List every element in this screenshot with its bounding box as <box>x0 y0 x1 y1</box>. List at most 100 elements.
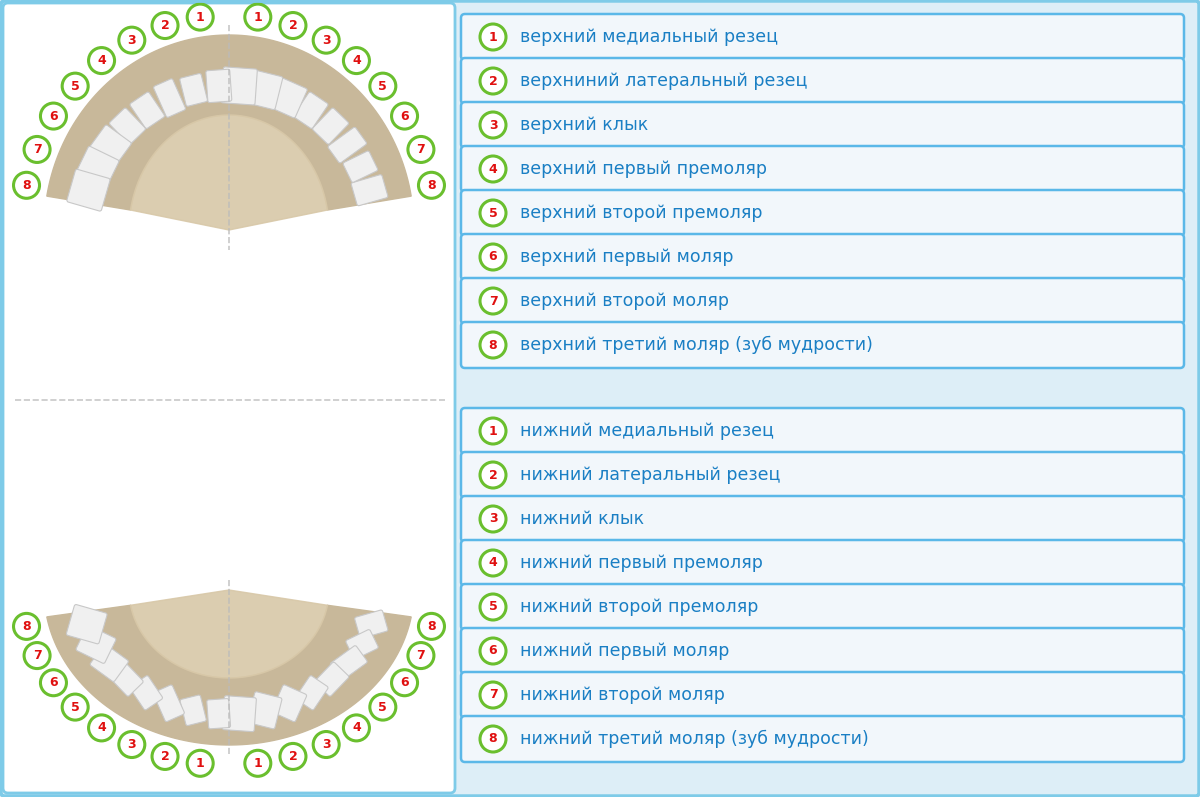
Circle shape <box>480 24 506 50</box>
Text: 4: 4 <box>488 163 497 175</box>
Text: 3: 3 <box>127 33 136 47</box>
FancyBboxPatch shape <box>461 672 1184 718</box>
Text: 2: 2 <box>488 74 497 88</box>
FancyBboxPatch shape <box>461 278 1184 324</box>
FancyBboxPatch shape <box>154 685 185 721</box>
Text: 7: 7 <box>488 689 497 701</box>
Text: 5: 5 <box>378 701 388 713</box>
Circle shape <box>13 172 40 198</box>
Text: 1: 1 <box>253 757 262 770</box>
FancyBboxPatch shape <box>343 151 378 183</box>
Circle shape <box>370 694 396 720</box>
FancyBboxPatch shape <box>355 610 388 638</box>
Circle shape <box>391 103 418 129</box>
FancyBboxPatch shape <box>461 190 1184 236</box>
FancyBboxPatch shape <box>270 78 307 118</box>
FancyBboxPatch shape <box>461 716 1184 762</box>
Polygon shape <box>131 115 328 230</box>
Polygon shape <box>47 605 412 745</box>
Circle shape <box>152 744 178 769</box>
Text: нижний латеральный резец: нижний латеральный резец <box>520 466 780 484</box>
Circle shape <box>13 614 40 639</box>
Text: 7: 7 <box>488 295 497 308</box>
FancyBboxPatch shape <box>77 147 119 187</box>
Text: нижний первый премоляр: нижний первый премоляр <box>520 554 763 572</box>
Text: 4: 4 <box>352 721 361 734</box>
Circle shape <box>408 136 434 163</box>
Text: 4: 4 <box>97 54 106 67</box>
Circle shape <box>62 73 88 99</box>
Circle shape <box>245 750 271 776</box>
Polygon shape <box>47 35 412 210</box>
FancyBboxPatch shape <box>90 125 131 165</box>
FancyBboxPatch shape <box>461 452 1184 498</box>
FancyBboxPatch shape <box>154 79 186 117</box>
Text: 4: 4 <box>488 556 497 570</box>
FancyBboxPatch shape <box>180 73 208 106</box>
FancyBboxPatch shape <box>206 69 232 103</box>
FancyBboxPatch shape <box>66 605 107 644</box>
Circle shape <box>419 614 444 639</box>
Text: 6: 6 <box>401 676 409 689</box>
Circle shape <box>480 638 506 664</box>
Text: 3: 3 <box>322 738 330 751</box>
Text: нижний третий моляр (зуб мудрости): нижний третий моляр (зуб мудрости) <box>520 730 869 748</box>
Circle shape <box>24 642 50 669</box>
Circle shape <box>480 506 506 532</box>
Text: 6: 6 <box>488 250 497 264</box>
Circle shape <box>480 418 506 444</box>
FancyBboxPatch shape <box>312 108 348 144</box>
Circle shape <box>370 73 396 99</box>
FancyBboxPatch shape <box>461 628 1184 674</box>
FancyBboxPatch shape <box>461 584 1184 630</box>
Text: нижний второй премоляр: нижний второй премоляр <box>520 598 758 616</box>
FancyBboxPatch shape <box>90 644 128 681</box>
Circle shape <box>187 4 214 30</box>
Text: нижний второй моляр: нижний второй моляр <box>520 686 725 704</box>
Text: 6: 6 <box>488 645 497 658</box>
Text: верхний второй премоляр: верхний второй премоляр <box>520 204 762 222</box>
FancyBboxPatch shape <box>328 128 366 163</box>
Circle shape <box>419 172 444 198</box>
FancyBboxPatch shape <box>461 540 1184 586</box>
Text: 8: 8 <box>23 620 31 633</box>
FancyBboxPatch shape <box>461 234 1184 280</box>
FancyBboxPatch shape <box>271 685 307 722</box>
Text: верхний клык: верхний клык <box>520 116 648 134</box>
Text: 1: 1 <box>253 10 262 24</box>
FancyBboxPatch shape <box>180 695 206 725</box>
Text: верхниний латеральный резец: верхниний латеральный резец <box>520 72 808 90</box>
Polygon shape <box>131 590 328 678</box>
Text: 6: 6 <box>49 109 58 123</box>
Text: 7: 7 <box>32 143 42 156</box>
Text: 3: 3 <box>322 33 330 47</box>
Circle shape <box>89 48 114 73</box>
Text: 7: 7 <box>32 649 42 662</box>
Text: 2: 2 <box>161 750 169 763</box>
Text: 8: 8 <box>427 179 436 192</box>
Text: 8: 8 <box>488 732 497 745</box>
Circle shape <box>280 744 306 769</box>
Text: 8: 8 <box>427 620 436 633</box>
FancyBboxPatch shape <box>461 322 1184 368</box>
Text: 7: 7 <box>416 649 425 662</box>
Text: 1: 1 <box>488 30 497 44</box>
Text: 8: 8 <box>488 339 497 351</box>
Circle shape <box>62 694 88 720</box>
FancyBboxPatch shape <box>346 630 378 659</box>
FancyBboxPatch shape <box>246 70 283 110</box>
FancyBboxPatch shape <box>247 692 282 728</box>
Circle shape <box>119 27 145 53</box>
Text: 6: 6 <box>401 109 409 123</box>
FancyBboxPatch shape <box>206 699 230 728</box>
Circle shape <box>119 732 145 757</box>
FancyBboxPatch shape <box>109 662 143 697</box>
Text: 2: 2 <box>288 750 298 763</box>
Text: 6: 6 <box>49 676 58 689</box>
Circle shape <box>480 462 506 488</box>
Text: 5: 5 <box>71 80 79 92</box>
Circle shape <box>480 288 506 314</box>
Circle shape <box>280 13 306 38</box>
Circle shape <box>480 682 506 708</box>
Circle shape <box>245 4 271 30</box>
